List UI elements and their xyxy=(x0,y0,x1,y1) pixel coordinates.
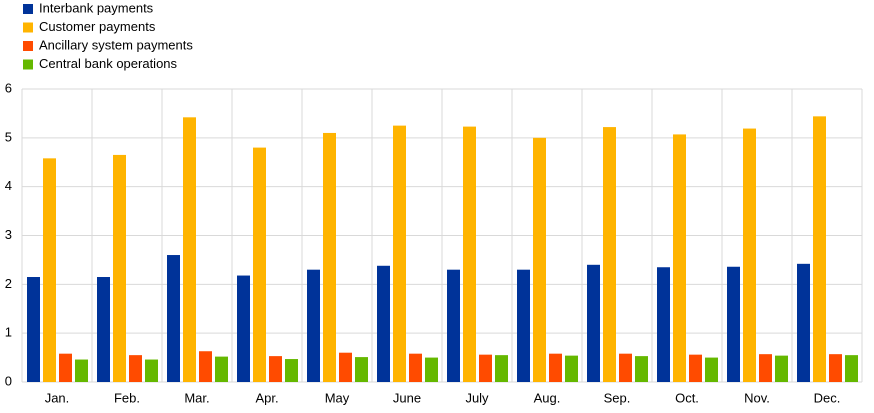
bar xyxy=(307,269,320,382)
bar xyxy=(377,265,390,382)
y-tick-label: 5 xyxy=(5,129,12,144)
legend-swatch xyxy=(23,22,33,33)
bar xyxy=(113,154,126,382)
bar xyxy=(75,359,88,382)
bar xyxy=(619,353,632,382)
x-tick-label: Mar. xyxy=(184,390,209,405)
bar xyxy=(129,355,142,382)
bar xyxy=(705,357,718,382)
bar xyxy=(215,356,228,382)
bar xyxy=(479,354,492,382)
legend-swatch xyxy=(23,4,33,14)
bar xyxy=(549,353,562,382)
bar xyxy=(813,116,826,382)
bar xyxy=(167,255,180,382)
bar xyxy=(603,127,616,382)
bar xyxy=(845,355,858,382)
y-tick-label: 1 xyxy=(5,325,12,340)
x-tick-label: Aug. xyxy=(534,390,561,405)
x-tick-label: Jan. xyxy=(45,390,70,405)
bar xyxy=(727,266,740,382)
bar xyxy=(517,269,530,382)
y-tick-label: 0 xyxy=(5,373,12,388)
legend-label: Interbank payments xyxy=(39,0,154,15)
bar xyxy=(565,355,578,382)
y-tick-label: 6 xyxy=(5,80,12,95)
bar xyxy=(43,158,56,382)
bar xyxy=(97,277,110,382)
bar xyxy=(59,353,72,382)
bar xyxy=(253,147,266,382)
bar xyxy=(829,354,842,382)
x-tick-label: Feb. xyxy=(114,390,140,405)
bar xyxy=(759,354,772,382)
bar xyxy=(775,355,788,382)
bar xyxy=(743,128,756,382)
y-tick-label: 2 xyxy=(5,276,12,291)
bar xyxy=(199,351,212,382)
bar xyxy=(425,357,438,382)
x-tick-label: Sep. xyxy=(604,390,631,405)
bar xyxy=(269,356,282,382)
legend-swatch xyxy=(23,59,33,70)
legend-swatch xyxy=(23,41,33,51)
bar xyxy=(323,132,336,382)
bar xyxy=(355,357,368,382)
bar xyxy=(237,275,250,382)
legend-label: Customer payments xyxy=(39,19,156,34)
bar xyxy=(409,353,422,382)
bar xyxy=(657,267,670,382)
bar xyxy=(447,269,460,382)
bar xyxy=(587,264,600,382)
bar xyxy=(183,117,196,382)
bar xyxy=(339,352,352,382)
bar xyxy=(689,354,702,382)
legend-label: Ancillary system payments xyxy=(39,37,193,52)
x-tick-label: June xyxy=(393,390,421,405)
x-tick-label: Dec. xyxy=(814,390,841,405)
x-tick-label: Apr. xyxy=(255,390,278,405)
bar xyxy=(635,356,648,382)
x-tick-label: July xyxy=(465,390,489,405)
y-tick-label: 4 xyxy=(5,178,12,193)
legend-label: Central bank operations xyxy=(39,56,178,71)
bar xyxy=(27,277,40,382)
bar xyxy=(797,263,810,382)
x-tick-label: May xyxy=(325,390,350,405)
bar xyxy=(393,125,406,382)
bar xyxy=(463,126,476,382)
bar xyxy=(673,134,686,382)
bar xyxy=(145,359,158,382)
y-tick-label: 3 xyxy=(5,227,12,242)
bar xyxy=(533,137,546,382)
bar xyxy=(495,355,508,382)
x-tick-label: Nov. xyxy=(744,390,770,405)
x-tick-label: Oct. xyxy=(675,390,699,405)
bar xyxy=(285,359,298,382)
